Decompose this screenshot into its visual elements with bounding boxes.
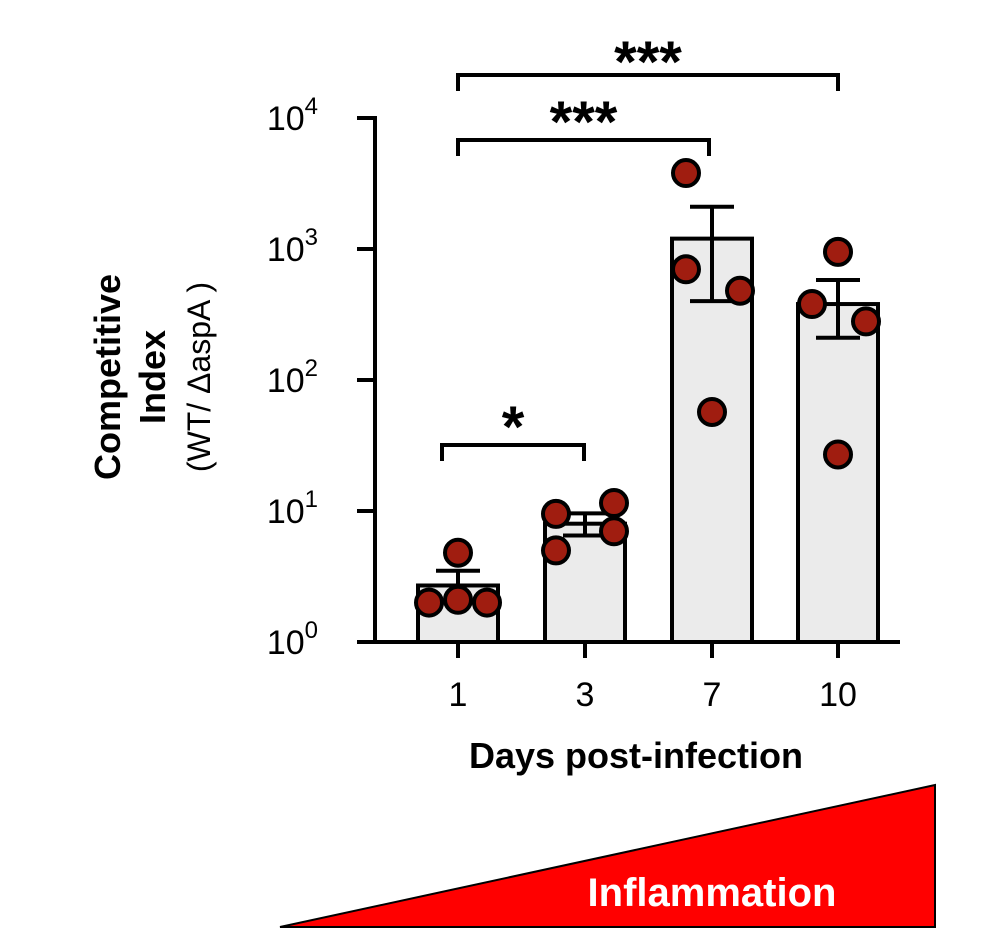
- data-points: [414, 158, 881, 618]
- data-point: [851, 306, 881, 337]
- y-axis-title-line1: Competitive: [87, 274, 128, 480]
- data-point: [472, 587, 502, 618]
- x-axis-title: Days post-infection: [469, 735, 803, 776]
- y-tick-label-exponent: 3: [305, 224, 318, 251]
- data-point: [443, 584, 473, 615]
- y-tick-label: 100: [267, 617, 318, 662]
- y-tick-label-base: 10: [267, 493, 305, 531]
- data-point: [414, 587, 444, 618]
- y-tick-label: 102: [267, 355, 318, 400]
- significance-label: ***: [550, 90, 618, 155]
- y-axis-title-line3: (WT/ ΔaspA ): [181, 282, 217, 472]
- y-tick-label-exponent: 4: [305, 93, 318, 120]
- y-tick-label-base: 10: [267, 231, 305, 269]
- y-axis-title: Competitive Index (WT/ ΔaspA ): [87, 274, 217, 480]
- data-point: [823, 439, 853, 470]
- data-point: [725, 275, 755, 306]
- y-axis-title-line2: Index: [132, 330, 173, 424]
- data-point: [443, 537, 473, 568]
- x-tick-label: 1: [449, 676, 468, 714]
- y-tick-label: 101: [267, 486, 318, 531]
- data-point: [541, 498, 571, 529]
- y-tick-label-exponent: 1: [305, 486, 318, 513]
- data-point: [541, 535, 571, 566]
- significance-brackets: *******: [440, 30, 840, 461]
- significance-bracket: [440, 443, 586, 461]
- y-tick-label: 103: [267, 224, 318, 269]
- significance-label: *: [502, 395, 525, 460]
- significance-bracket: [456, 138, 711, 156]
- significance-bracket: [456, 73, 840, 91]
- data-point: [823, 236, 853, 267]
- x-tick-label: 10: [819, 676, 857, 714]
- inflammation-wedge: [279, 783, 936, 928]
- inflammation-label: Inflammation: [588, 871, 837, 915]
- data-point: [671, 158, 701, 189]
- x-tick-label: 3: [576, 676, 595, 714]
- bar-day-10: [796, 302, 880, 644]
- y-tick-label-exponent: 2: [305, 355, 318, 382]
- y-tick-label-base: 10: [267, 100, 305, 138]
- data-point: [797, 289, 827, 320]
- y-tick-label-base: 10: [267, 362, 305, 400]
- y-tick-label-exponent: 0: [305, 617, 318, 644]
- data-point: [599, 516, 629, 547]
- x-tick-label: 7: [703, 676, 722, 714]
- y-tick-label: 104: [267, 93, 318, 138]
- y-tick-label-base: 10: [267, 624, 305, 662]
- data-point: [697, 396, 727, 427]
- data-point: [599, 488, 629, 519]
- significance-label: ***: [614, 30, 682, 95]
- data-point: [671, 254, 701, 285]
